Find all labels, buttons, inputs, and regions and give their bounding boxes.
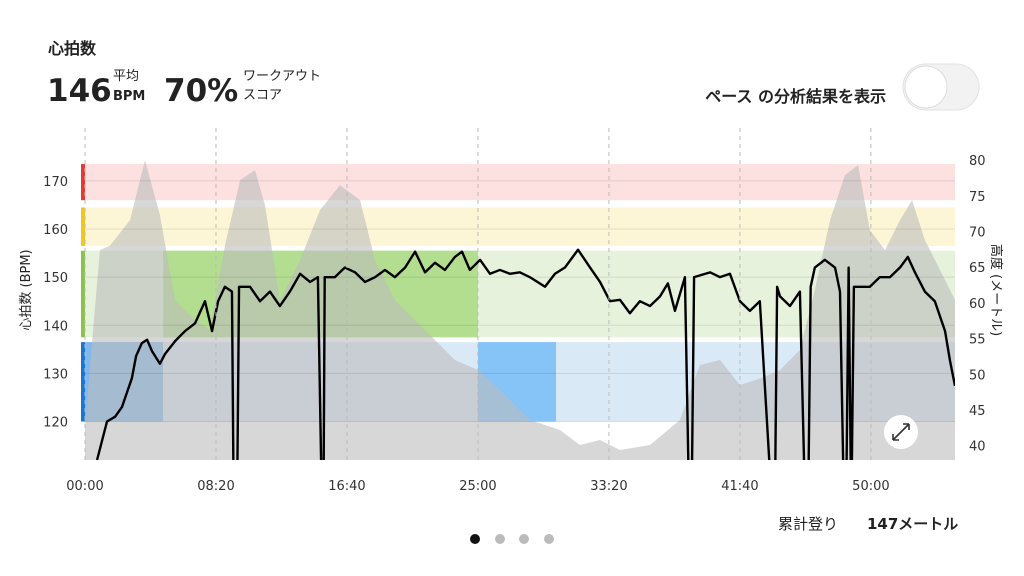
y-tick-label: 140 [43,319,68,334]
elevation-area [85,160,955,460]
plot: 120 130 140 150 160 170 40 45 50 55 60 65 70 75 80 00:0… [19,128,1004,494]
x-tick-label: 08:20 [197,479,234,494]
x-tick-label: 33:20 [590,479,627,494]
y2-tick-label: 55 [969,333,986,348]
x-tick-label: 41:40 [721,479,758,494]
zone-edge [81,342,85,422]
y2-tick-label: 75 [969,190,986,205]
score-label: ワークアウト [243,69,321,84]
title: 心拍数 [48,39,97,58]
avg-label: 平均 [113,69,139,84]
y-tick-label: 120 [43,416,68,431]
y-tick-label: 150 [43,271,68,286]
plot-area [85,160,955,460]
zone-edge [81,250,85,338]
zone-edge [81,207,85,246]
y2-tick-label: 40 [969,440,986,455]
footer-value: 147メートル [867,515,958,533]
zone-edge [81,164,85,201]
y2-tick-label: 70 [969,226,986,241]
score-label: スコア [243,88,282,103]
avg-value: 146 [47,73,112,109]
y2-axis-label: 高度 (メートル) [988,244,1004,336]
y-tick-label: 130 [43,367,68,382]
y2-tick-label: 60 [969,297,986,312]
x-tick-label: 00:00 [66,479,103,494]
footer-label: 累計登り [778,515,838,533]
page-dot[interactable] [544,534,554,544]
score: 70% [164,73,238,109]
heart-rate-line [95,248,955,460]
page-dot[interactable] [519,534,529,544]
y2-tick-label: 50 [969,368,986,383]
y2-tick-label: 45 [969,404,986,419]
page-dot[interactable] [495,534,505,544]
expand-button[interactable] [884,415,918,449]
y2-tick-label: 65 [969,261,986,276]
y-axis-label: 心拍数 (BPM) [19,249,34,330]
y-tick-label: 160 [43,223,68,238]
page-dot[interactable] [470,534,480,544]
avg-unit: BPM [113,89,145,104]
toggle-knob[interactable] [904,65,948,109]
expand-icon[interactable] [892,423,910,441]
x-tick-label: 16:40 [328,479,365,494]
x-tick-label: 50:00 [852,479,889,494]
toggle-label: ペース の分析結果を表示 [705,87,886,106]
zone-band [85,164,955,201]
toggle[interactable] [902,63,980,111]
y2-tick-label: 80 [969,154,986,169]
y-tick-label: 170 [43,175,68,190]
x-tick-label: 25:00 [459,479,496,494]
